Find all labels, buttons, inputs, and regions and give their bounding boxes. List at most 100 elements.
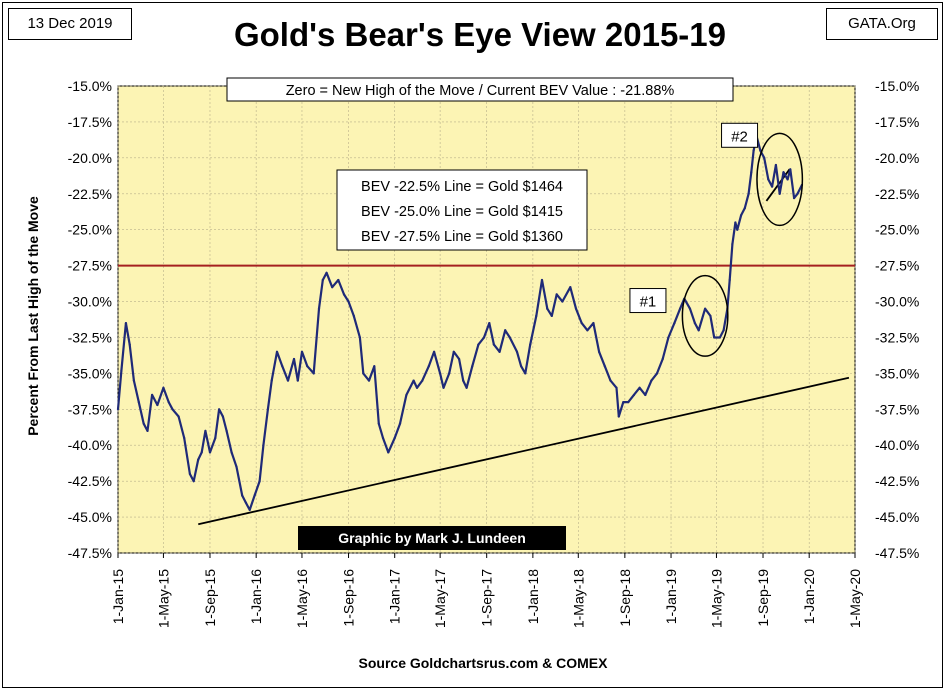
annotation-box: [721, 122, 759, 148]
credit-text: Graphic by Mark J. Lundeen: [338, 530, 526, 546]
trend-line: [198, 376, 850, 526]
x-ticks: 1-Jan-15 1-May-15 1-Sep-15 1-Jan-16 1-May-16…: [110, 553, 863, 628]
y-tick-label-right: -35.0%: [875, 365, 919, 381]
x-tick-label: 1-Jan-19: [663, 569, 679, 624]
bev-data-point: [697, 329, 700, 332]
bev-data-point: [367, 379, 371, 382]
annotation-box: [629, 288, 667, 314]
bev-data-point: [306, 365, 309, 368]
bev-data-point: [586, 329, 589, 332]
bev-data-point: [381, 436, 385, 440]
x-tick-label: 1-Jan-20: [801, 569, 817, 624]
bev-data-point: [520, 365, 523, 368]
x-tick-label: 1-Jan-16: [248, 569, 264, 624]
bev-data-point: [457, 357, 461, 361]
x-tick-label: 1-May-20: [847, 569, 863, 628]
bev-data-point: [747, 192, 750, 195]
y-tick-label-left: -35.0%: [68, 365, 112, 381]
bev-data-point: [225, 429, 228, 432]
y-axis-label: Percent From Last High of the Move: [25, 196, 41, 436]
x-tick-label: 1-Jan-15: [110, 569, 126, 624]
x-tick-label: 1-May-15: [155, 569, 171, 628]
bev-data-point: [352, 314, 355, 318]
x-tick-label: 1-Sep-16: [341, 569, 357, 627]
y-tick-label-right: -17.5%: [875, 114, 919, 130]
bev-data-point: [248, 508, 251, 511]
bev-data-point: [439, 372, 442, 375]
bev-data-point: [617, 415, 620, 418]
bev-data-point: [321, 278, 324, 282]
bev-data-point: [452, 350, 455, 353]
bev-data-point: [598, 350, 601, 353]
x-tick-label: 1-Jan-18: [525, 569, 541, 624]
bev-data-point: [540, 278, 544, 282]
bev-data-point: [615, 386, 618, 389]
annotation-labels: #1 #2: [629, 122, 759, 314]
bev-data-point: [609, 379, 612, 382]
bev-data-point: [412, 379, 415, 382]
y-tick-label-left: -42.5%: [68, 473, 112, 489]
y-ticks-left: -15.0% -17.5% -20.0% -22.5% -25.0% -27.5% -30.…: [68, 78, 112, 561]
bev-data-point: [498, 350, 501, 353]
y-tick-label-right: -27.5%: [875, 258, 919, 274]
bev-data-point: [561, 300, 564, 303]
y-tick-label-left: -20.0%: [68, 150, 112, 166]
bev-data-point: [442, 386, 445, 389]
bev-data-point: [752, 149, 755, 152]
bev-data-point: [782, 171, 785, 174]
bev-data-point: [258, 480, 261, 483]
bev-data-point: [786, 178, 789, 181]
bev-data-point: [281, 365, 284, 368]
bev-data-point: [638, 386, 641, 389]
bev-data-point: [171, 408, 174, 411]
y-tick-label-left: -17.5%: [68, 114, 112, 130]
bev-data-point: [789, 168, 792, 171]
y-tick-label-right: -47.5%: [875, 545, 919, 561]
x-tick-label: 1-Sep-19: [755, 569, 771, 627]
bev-data-point: [734, 221, 737, 224]
bev-data-point: [235, 465, 238, 468]
bev-data-point: [120, 369, 123, 372]
bev-data-point: [221, 415, 224, 418]
y-tick-label-left: -45.0%: [68, 509, 112, 525]
bev-data-point: [632, 393, 636, 397]
bev-data-point: [679, 307, 682, 310]
bev-data-point: [550, 314, 553, 318]
gridlines: [117, 85, 856, 554]
x-tick-label: 1-May-18: [570, 569, 586, 628]
bev-data-point: [763, 156, 766, 159]
bev-data-point: [204, 429, 207, 432]
bev-data-point: [421, 379, 424, 382]
y-tick-label-right: -42.5%: [875, 473, 919, 489]
bev-data-point: [342, 293, 346, 296]
bev-data-point: [183, 436, 186, 440]
chart-subtitle: Zero = New High of the Move / Current BE…: [286, 83, 675, 99]
bev-data-point: [515, 350, 519, 353]
y-tick-label-left: -47.5%: [68, 545, 112, 561]
bev-data-point: [722, 329, 725, 332]
bev-data-point: [146, 429, 149, 432]
bev-data-point: [197, 458, 200, 461]
bev-data-point: [771, 185, 774, 188]
annotation-label: #2: [731, 128, 748, 145]
bev-data-point: [241, 494, 244, 497]
bev-data-point: [362, 372, 365, 375]
bev-data-point: [603, 365, 606, 368]
bev-row-1: BEV -22.5% Line = Gold $1464: [361, 179, 563, 195]
bev-table: BEV -22.5% Line = Gold $1464 BEV -25.0% …: [336, 169, 588, 251]
bev-data-point: [377, 422, 380, 425]
bev-data-point: [796, 192, 799, 195]
y-tick-label-left: -37.5%: [68, 401, 112, 417]
bev-data-point: [713, 336, 716, 339]
bev-data-point: [296, 379, 299, 382]
bev-data-point: [393, 436, 396, 440]
bev-data-point: [574, 307, 578, 310]
date-label: 13 Dec 2019: [8, 8, 132, 40]
bev-data-point: [275, 350, 279, 353]
bev-data-point: [462, 379, 465, 382]
bev-data-point: [667, 336, 670, 339]
y-tick-label-left: -32.5%: [68, 329, 112, 345]
bev-data-point: [358, 336, 361, 339]
